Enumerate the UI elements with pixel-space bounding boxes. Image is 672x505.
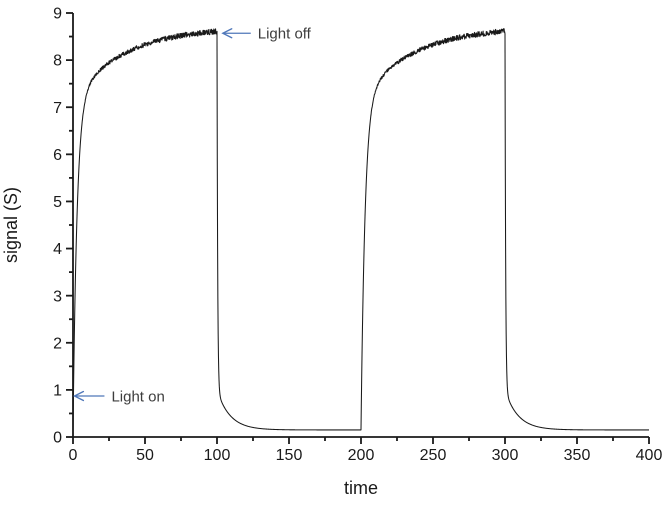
- y-tick-label: 1: [53, 382, 62, 399]
- arrow-head: [72, 390, 85, 402]
- x-tick-label: 300: [492, 447, 519, 464]
- x-tick-label: 400: [636, 447, 663, 464]
- annotation-light-off: Light off: [221, 26, 312, 43]
- y-tick-label: 6: [53, 147, 62, 164]
- y-tick-label: 2: [53, 335, 62, 352]
- x-tick-label: 150: [276, 447, 303, 464]
- x-tick-label: 100: [204, 447, 231, 464]
- y-axis-tick-labels: 0 1 2 3 4 5 6 7 8 9: [53, 6, 62, 447]
- y-tick-label: 4: [53, 241, 62, 258]
- signal-curve: [72, 28, 650, 431]
- left-arrow-icon: [72, 390, 105, 402]
- y-tick-label: 7: [53, 100, 62, 117]
- x-tick-label: 350: [564, 447, 591, 464]
- y-tick-label: 0: [53, 430, 62, 447]
- y-tick-label: 8: [53, 53, 62, 70]
- annotation-light-off-label: Light off: [258, 26, 312, 43]
- x-axis-title: time: [344, 478, 378, 498]
- annotation-light-on-label: Light on: [111, 388, 164, 405]
- x-tick-label: 0: [69, 447, 78, 464]
- left-arrow-icon: [221, 28, 251, 39]
- y-tick-label: 9: [53, 6, 62, 23]
- x-tick-label: 50: [136, 447, 154, 464]
- x-axis-tick-labels: 0 50 100 150 200 250 300 350 400: [69, 447, 663, 464]
- x-tick-label: 200: [348, 447, 375, 464]
- y-axis-ticks: [66, 12, 73, 438]
- y-tick-label: 3: [53, 288, 62, 305]
- y-tick-label: 5: [53, 194, 62, 211]
- y-axis-title: signal (S): [1, 187, 21, 263]
- arrow-head: [221, 28, 233, 39]
- signal-curve-group: [72, 28, 650, 431]
- x-axis-ticks: [72, 437, 650, 444]
- annotation-light-on: Light on: [72, 388, 165, 405]
- x-tick-label: 250: [420, 447, 447, 464]
